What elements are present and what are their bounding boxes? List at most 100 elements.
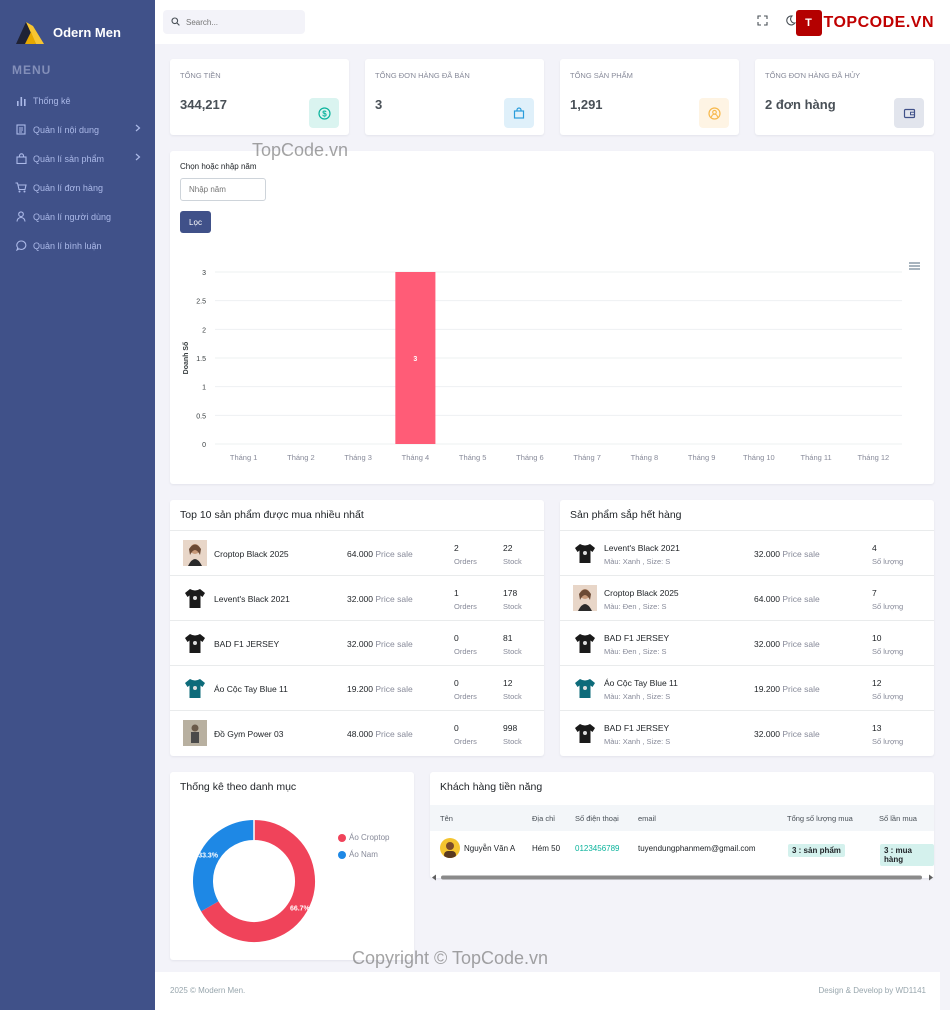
- donut-slice[interactable]: [193, 820, 255, 912]
- chevron-right-icon: [135, 124, 141, 134]
- table-row[interactable]: BAD F1 JERSEY Màu: Đen , Size: S 32.000 Pr…: [560, 620, 934, 665]
- price-value: 32.000: [754, 549, 780, 559]
- x-tick-label: Tháng 4: [402, 453, 430, 462]
- y-tick-label: 1: [202, 385, 206, 392]
- product-price: 19.200 Price sale: [754, 684, 820, 694]
- price-value: 48.000: [347, 729, 373, 739]
- sidebar-item-orders[interactable]: Quản lí đơn hàng: [0, 173, 155, 202]
- sidebar-item-label: Quản lí đơn hàng: [33, 182, 103, 193]
- sidebar-item-users[interactable]: Quản lí người dùng: [0, 202, 155, 231]
- product-name: Áo Cộc Tay Blue 11: [604, 678, 678, 688]
- table-row[interactable]: Áo Cộc Tay Blue 11 Màu: Xanh , Size: S 19.…: [560, 665, 934, 710]
- quantity-label: Số lượng: [872, 647, 904, 656]
- table-row[interactable]: Levent's Black 2021 Màu: Xanh , Size: S 32…: [560, 530, 934, 575]
- top-products-title: Top 10 sản phẩm được mua nhiều nhất: [180, 509, 364, 521]
- slice-label: 66.7%: [290, 906, 311, 913]
- product-name: BAD F1 JERSEY: [604, 723, 670, 733]
- table-row[interactable]: BAD F1 JERSEY Màu: Xanh , Size: S 32.000 P…: [560, 710, 934, 755]
- chart-bar[interactable]: [395, 272, 436, 444]
- table-row[interactable]: BAD F1 JERSEY 32.000 Price sale 0 Orders 81 S…: [170, 620, 544, 665]
- orders-count: 0: [454, 633, 459, 643]
- dark-mode-icon[interactable]: [785, 13, 797, 31]
- year-input[interactable]: [180, 178, 266, 201]
- legend-label: Áo Croptop: [349, 833, 390, 842]
- header-purchases: Số lần mua: [879, 814, 917, 823]
- product-price: 48.000 Price sale: [347, 729, 413, 739]
- stat-value: 2 đơn hàng: [765, 97, 836, 112]
- table-row[interactable]: Áo Cộc Tay Blue 11 19.200 Price sale 0 Orde…: [170, 665, 544, 710]
- product-thumbnail: [571, 584, 598, 611]
- search-box[interactable]: [163, 10, 305, 34]
- stat-value: 1,291: [570, 97, 603, 112]
- horizontal-scrollbar[interactable]: [432, 868, 933, 881]
- customer-phone[interactable]: 0123456789: [575, 844, 620, 853]
- sidebar: Odern Men MENU Thống kê Quản lí nội dung…: [0, 0, 155, 1010]
- sidebar-item-content[interactable]: Quản lí nội dung: [0, 115, 155, 144]
- bag-icon: [15, 153, 27, 165]
- product-thumbnail: [571, 674, 598, 701]
- table-row[interactable]: Croptop Black 2025 64.000 Price sale 2 Orde…: [170, 530, 544, 575]
- table-row[interactable]: Đồ Gym Power 03 48.000 Price sale 0 Orders 9…: [170, 710, 544, 755]
- price-value: 32.000: [754, 639, 780, 649]
- x-tick-label: Tháng 9: [688, 453, 716, 462]
- cart-icon: [15, 182, 27, 194]
- customer-address: Hém 50: [532, 844, 561, 853]
- product-name: Áo Cộc Tay Blue 11: [214, 684, 288, 694]
- search-input[interactable]: [186, 17, 296, 27]
- sidebar-item-statistics[interactable]: Thống kê: [0, 86, 155, 115]
- table-row[interactable]: Levent's Black 2021 32.000 Price sale 1 Ord…: [170, 575, 544, 620]
- user-circle-icon: [699, 98, 729, 128]
- sidebar-item-label: Quản lí sản phẩm: [33, 153, 105, 164]
- wallet-icon: [894, 98, 924, 128]
- customers-title: Khách hàng tiền năng: [440, 781, 543, 793]
- filter-button[interactable]: Lọc: [180, 211, 211, 233]
- stat-card-orders-cancelled: TỔNG ĐƠN HÀNG ĐÃ HỦY 2 đơn hàng: [755, 59, 934, 135]
- table-row[interactable]: Croptop Black 2025 Màu: Đen , Size: S 64.0…: [560, 575, 934, 620]
- watermark-text: TopCode.vn: [252, 140, 349, 160]
- y-tick-label: 2: [202, 327, 206, 334]
- stat-card-orders-sold: TỔNG ĐƠN HÀNG ĐÃ BÁN 3: [365, 59, 544, 135]
- dollar-icon: $: [309, 98, 339, 128]
- sidebar-item-products[interactable]: Quản lí sản phẩm: [0, 144, 155, 173]
- slice-label: 33.3%: [198, 852, 219, 859]
- fullscreen-icon[interactable]: [757, 13, 768, 31]
- sidebar-item-comments[interactable]: Quản lí bình luận: [0, 231, 155, 260]
- price-value: 19.200: [347, 684, 373, 694]
- product-thumbnail: [181, 584, 208, 611]
- x-tick-label: Tháng 11: [801, 453, 832, 462]
- menu-title: MENU: [12, 63, 52, 77]
- x-tick-label: Tháng 12: [858, 453, 890, 462]
- price-label: Price sale: [375, 549, 413, 559]
- stat-label: TỔNG ĐƠN HÀNG ĐÃ HỦY: [765, 71, 861, 80]
- price-label: Price sale: [375, 684, 413, 694]
- product-name: BAD F1 JERSEY: [604, 633, 670, 643]
- quantity-count: 13: [872, 723, 882, 733]
- y-tick-label: 2.5: [196, 299, 206, 306]
- header-phone: Số điện thoại: [575, 814, 619, 823]
- category-stats-title: Thống kê theo danh mục: [180, 781, 297, 793]
- x-tick-label: Tháng 7: [573, 453, 601, 462]
- price-value: 32.000: [347, 639, 373, 649]
- product-price: 32.000 Price sale: [347, 594, 413, 604]
- brand-logo[interactable]: Odern Men: [14, 18, 121, 46]
- orders-label: Orders: [454, 602, 477, 611]
- legend-item[interactable]: Áo Nam: [338, 850, 378, 859]
- low-stock-title: Sản phẩm sắp hết hàng: [570, 509, 682, 521]
- stock-count: 998: [503, 723, 518, 733]
- product-variant: Màu: Xanh , Size: S: [604, 557, 671, 566]
- shopping-bag-icon: [504, 98, 534, 128]
- donut-slice[interactable]: [201, 820, 315, 942]
- product-price: 19.200 Price sale: [347, 684, 413, 694]
- stock-label: Stock: [503, 692, 522, 701]
- legend-item[interactable]: Áo Croptop: [338, 833, 389, 842]
- chart-menu-icon[interactable]: [909, 257, 920, 275]
- topcode-logo-mark: T: [795, 10, 822, 36]
- stock-count: 178: [503, 588, 518, 598]
- stock-label: Stock: [503, 647, 522, 656]
- quantity-count: 4: [872, 543, 877, 553]
- header-email: email: [638, 814, 656, 823]
- x-tick-label: Tháng 3: [344, 453, 372, 462]
- product-thumbnail: [571, 629, 598, 656]
- legend-label: Áo Nam: [349, 850, 378, 859]
- search-icon: [171, 13, 180, 31]
